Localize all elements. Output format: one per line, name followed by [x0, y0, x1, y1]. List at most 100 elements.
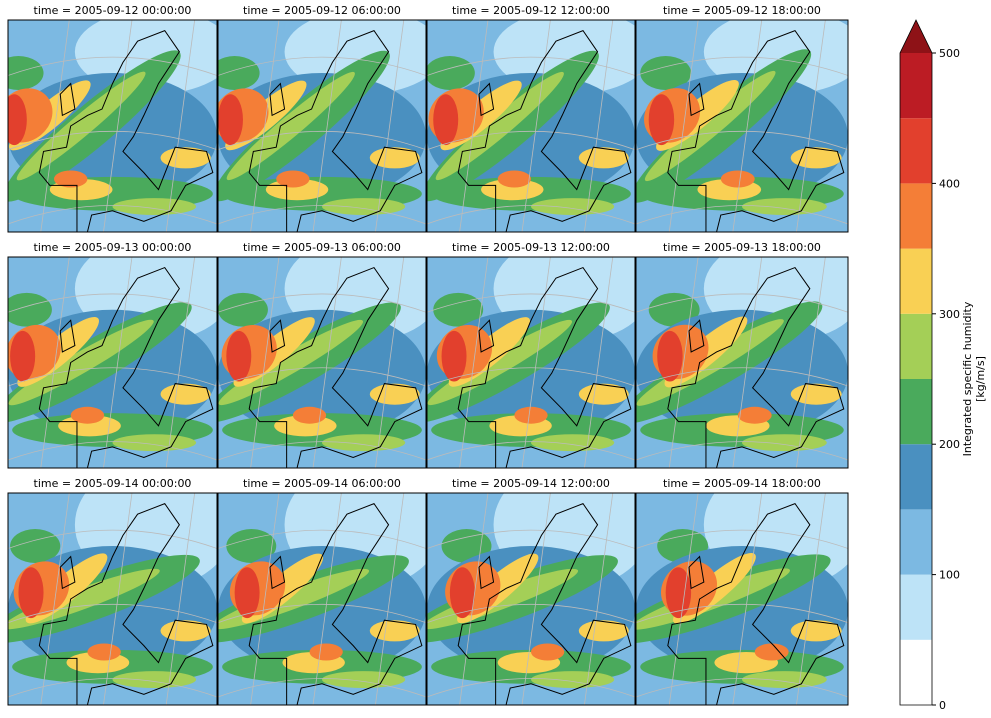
graticule: [103, 20, 133, 232]
graticule: [40, 20, 70, 232]
map-shade: [226, 330, 252, 382]
panel-frame: [635, 19, 849, 233]
map-shade: [433, 94, 459, 146]
panel-frame: [426, 256, 636, 469]
map-shade: [648, 292, 700, 327]
panel-frame: [7, 256, 218, 469]
graticule: [636, 529, 848, 550]
map-shade: [16, 71, 146, 181]
graticule: [250, 493, 280, 705]
graticule: [636, 678, 848, 698]
graticule: [584, 257, 614, 468]
coastline: [59, 319, 76, 353]
map-shade: [640, 56, 692, 90]
panel-frame: [426, 492, 636, 706]
graticule: [375, 493, 405, 705]
map-shade: [754, 643, 789, 661]
panel-title: time = 2005-09-12 00:00:00: [34, 4, 192, 17]
map-shade: [218, 94, 243, 146]
map-shade: [427, 56, 475, 90]
graticule: [8, 529, 217, 550]
colorbar-bin: [900, 444, 932, 510]
colorbar-tick-label: 100: [939, 569, 960, 582]
panel-title: time = 2005-09-12 18:00:00: [663, 4, 821, 17]
map-shade: [226, 529, 277, 563]
coastline: [478, 555, 495, 590]
colorbar-tick-label: 0: [939, 699, 946, 712]
map-shade: [531, 643, 565, 661]
graticule: [165, 20, 196, 232]
colorbar-bin: [900, 248, 932, 314]
panel-title: time = 2005-09-13 00:00:00: [34, 241, 192, 254]
graticule: [459, 257, 489, 468]
coastline: [457, 266, 632, 468]
graticule: [427, 130, 635, 151]
panel-frame: [635, 256, 849, 469]
graticule: [218, 293, 426, 313]
map-shade: [742, 434, 827, 452]
map-shade: [87, 643, 121, 661]
map-shade: [648, 94, 675, 146]
map-shade: [644, 70, 776, 182]
graticule: [218, 130, 426, 151]
map-shade: [276, 170, 310, 188]
panel-title: time = 2005-09-14 00:00:00: [34, 477, 192, 490]
map-shade: [441, 529, 492, 563]
map-panel: [218, 20, 426, 232]
panel-frame: [635, 492, 849, 706]
graticule: [103, 493, 133, 705]
coastline: [248, 29, 423, 232]
graticule: [636, 293, 848, 313]
map-panel: [427, 493, 635, 705]
graticule: [427, 529, 635, 550]
panel-title: time = 2005-09-14 18:00:00: [663, 477, 821, 490]
panel-frame: [7, 19, 218, 233]
coastline: [59, 82, 76, 117]
map-shade: [514, 406, 548, 424]
graticule: [427, 56, 635, 77]
map-shade: [657, 330, 683, 382]
graticule: [8, 603, 217, 624]
graticule: [8, 441, 217, 461]
graticule: [40, 493, 70, 705]
graticule: [218, 205, 426, 225]
graticule: [218, 56, 426, 77]
graticule: [668, 20, 699, 232]
panel-title: time = 2005-09-12 06:00:00: [243, 4, 401, 17]
graticule: [636, 367, 848, 387]
map-shade: [218, 319, 364, 406]
coastline: [688, 82, 705, 117]
map-shade: [737, 406, 772, 424]
graticule: [427, 678, 635, 698]
graticule: [459, 493, 489, 705]
panel-frame: [217, 19, 427, 233]
graticule: [312, 493, 342, 705]
graticule: [218, 529, 426, 550]
graticule: [521, 257, 551, 468]
map-shade: [435, 71, 564, 181]
colorbar-bin: [900, 118, 932, 184]
graticule: [312, 257, 342, 468]
graticule: [8, 205, 217, 225]
graticule: [521, 493, 551, 705]
map-shade: [531, 434, 615, 452]
map-shade: [8, 94, 27, 146]
graticule: [636, 130, 848, 151]
map-panel: [8, 20, 217, 232]
colorbar-tick-label: 300: [939, 308, 960, 321]
graticule: [732, 493, 763, 705]
colorbar-bin: [900, 379, 932, 445]
colorbar-bin: [900, 53, 932, 119]
map-shade: [309, 643, 343, 661]
map-panel: [427, 20, 635, 232]
coastline: [269, 319, 286, 353]
graticule: [8, 678, 217, 698]
graticule: [427, 367, 635, 387]
map-shade: [8, 319, 154, 406]
graticule: [8, 293, 217, 313]
coastline: [248, 266, 423, 468]
graticule: [103, 257, 133, 468]
coastline: [667, 266, 845, 468]
map-shade: [53, 170, 88, 188]
map-shade: [322, 434, 406, 452]
